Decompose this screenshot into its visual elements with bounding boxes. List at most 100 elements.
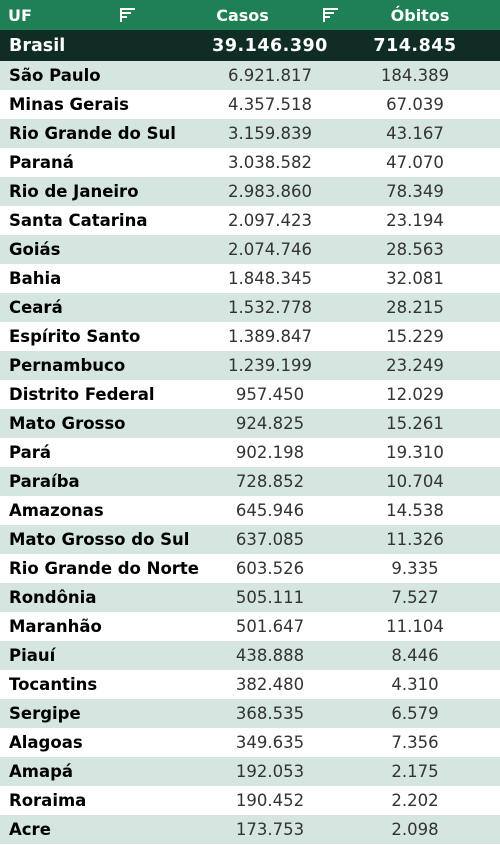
table-row: Alagoas 349.635 7.356: [0, 728, 500, 757]
state-casos: 2.097.423: [228, 211, 312, 230]
state-obitos: 43.167: [386, 124, 444, 143]
table-row: Rio Grande do Norte 603.526 9.335: [0, 554, 500, 583]
state-name: São Paulo: [9, 66, 101, 85]
state-casos: 349.635: [235, 733, 305, 752]
total-obitos: 714.845: [373, 35, 457, 56]
state-obitos: 9.335: [391, 559, 439, 578]
table-row: Piauí 438.888 8.446: [0, 641, 500, 670]
state-casos: 505.111: [235, 588, 305, 607]
table-row: Ceará 1.532.778 28.215: [0, 293, 500, 322]
state-casos: 957.450: [235, 385, 305, 404]
state-name: Rio de Janeiro: [9, 182, 139, 201]
state-name: Maranhão: [9, 617, 102, 636]
state-casos: 438.888: [235, 646, 305, 665]
header-uf[interactable]: UF: [0, 6, 145, 25]
state-casos: 1.532.778: [228, 298, 312, 317]
table-row: Rondônia 505.111 7.527: [0, 583, 500, 612]
state-obitos: 78.349: [386, 182, 444, 201]
filter-icon[interactable]: [322, 7, 340, 23]
state-casos: 1.848.345: [228, 269, 312, 288]
state-obitos: 28.215: [386, 298, 444, 317]
header-obitos-label: Óbitos: [390, 5, 450, 25]
state-name: Acre: [9, 820, 51, 839]
total-casos: 39.146.390: [212, 35, 328, 56]
state-name: Amazonas: [9, 501, 104, 520]
state-casos: 1.239.199: [228, 356, 312, 375]
table-row: Rio Grande do Sul 3.159.839 43.167: [0, 119, 500, 148]
state-casos: 603.526: [235, 559, 305, 578]
state-casos: 501.647: [235, 617, 305, 636]
table-row: Sergipe 368.535 6.579: [0, 699, 500, 728]
table-row: Maranhão 501.647 11.104: [0, 612, 500, 641]
state-casos: 173.753: [235, 820, 305, 839]
table-row: Bahia 1.848.345 32.081: [0, 264, 500, 293]
state-name: Rio Grande do Sul: [9, 124, 176, 143]
state-name: Paraíba: [9, 472, 80, 491]
state-obitos: 23.194: [386, 211, 444, 230]
state-casos: 3.159.839: [228, 124, 312, 143]
state-obitos: 8.446: [391, 646, 439, 665]
state-casos: 6.921.817: [228, 66, 312, 85]
state-obitos: 7.356: [391, 733, 439, 752]
state-obitos: 28.563: [386, 240, 444, 259]
state-name: Espírito Santo: [9, 327, 141, 346]
state-casos: 1.389.847: [228, 327, 312, 346]
table-header: UF Casos Óbitos: [0, 0, 500, 30]
state-obitos: 6.579: [391, 704, 439, 723]
state-casos: 368.535: [235, 704, 305, 723]
state-name: Mato Grosso do Sul: [9, 530, 190, 549]
table-row: Paraíba 728.852 10.704: [0, 467, 500, 496]
state-name: Rio Grande do Norte: [9, 559, 199, 578]
state-casos: 728.852: [235, 472, 305, 491]
state-obitos: 47.070: [386, 153, 444, 172]
state-obitos: 184.389: [380, 66, 450, 85]
state-name: Bahia: [9, 269, 62, 288]
table-row: São Paulo 6.921.817 184.389: [0, 61, 500, 90]
table-row: Paraná 3.038.582 47.070: [0, 148, 500, 177]
table-row: Mato Grosso do Sul 637.085 11.326: [0, 525, 500, 554]
state-name: Piauí: [9, 646, 56, 665]
state-name: Pernambuco: [9, 356, 126, 375]
header-casos[interactable]: Casos: [145, 6, 340, 25]
state-casos: 902.198: [235, 443, 305, 462]
state-name: Mato Grosso: [9, 414, 126, 433]
state-casos: 3.038.582: [228, 153, 312, 172]
table-row: Pernambuco 1.239.199 23.249: [0, 351, 500, 380]
state-obitos: 11.104: [386, 617, 444, 636]
state-obitos: 15.261: [386, 414, 444, 433]
table-row: Amazonas 645.946 14.538: [0, 496, 500, 525]
state-obitos: 19.310: [386, 443, 444, 462]
state-casos: 645.946: [235, 501, 305, 520]
table-row: Roraima 190.452 2.202: [0, 786, 500, 815]
state-obitos: 15.229: [386, 327, 444, 346]
header-casos-label: Casos: [216, 5, 269, 25]
state-casos: 192.053: [235, 762, 305, 781]
state-name: Tocantins: [9, 675, 98, 694]
header-uf-label: UF: [8, 5, 32, 25]
state-name: Distrito Federal: [9, 385, 155, 404]
state-name: Paraná: [9, 153, 74, 172]
state-casos: 924.825: [235, 414, 305, 433]
state-obitos: 11.326: [386, 530, 444, 549]
table-row: Goiás 2.074.746 28.563: [0, 235, 500, 264]
table-row: Minas Gerais 4.357.518 67.039: [0, 90, 500, 119]
header-obitos[interactable]: Óbitos: [340, 6, 500, 25]
table-row: Santa Catarina 2.097.423 23.194: [0, 206, 500, 235]
state-casos: 2.074.746: [228, 240, 312, 259]
state-obitos: 23.249: [386, 356, 444, 375]
state-obitos: 2.098: [391, 820, 439, 839]
table-row: Tocantins 382.480 4.310: [0, 670, 500, 699]
state-obitos: 7.527: [391, 588, 439, 607]
state-obitos: 4.310: [391, 675, 439, 694]
state-obitos: 2.175: [391, 762, 439, 781]
state-obitos: 32.081: [386, 269, 444, 288]
total-row: Brasil 39.146.390 714.845: [0, 30, 500, 61]
table-body: São Paulo 6.921.817 184.389 Minas Gerais 4.3…: [0, 61, 500, 844]
state-casos: 382.480: [235, 675, 305, 694]
state-obitos: 12.029: [386, 385, 444, 404]
state-name: Ceará: [9, 298, 63, 317]
state-casos: 637.085: [235, 530, 305, 549]
filter-icon[interactable]: [119, 7, 137, 23]
state-name: Minas Gerais: [9, 95, 130, 114]
state-casos: 2.983.860: [228, 182, 312, 201]
